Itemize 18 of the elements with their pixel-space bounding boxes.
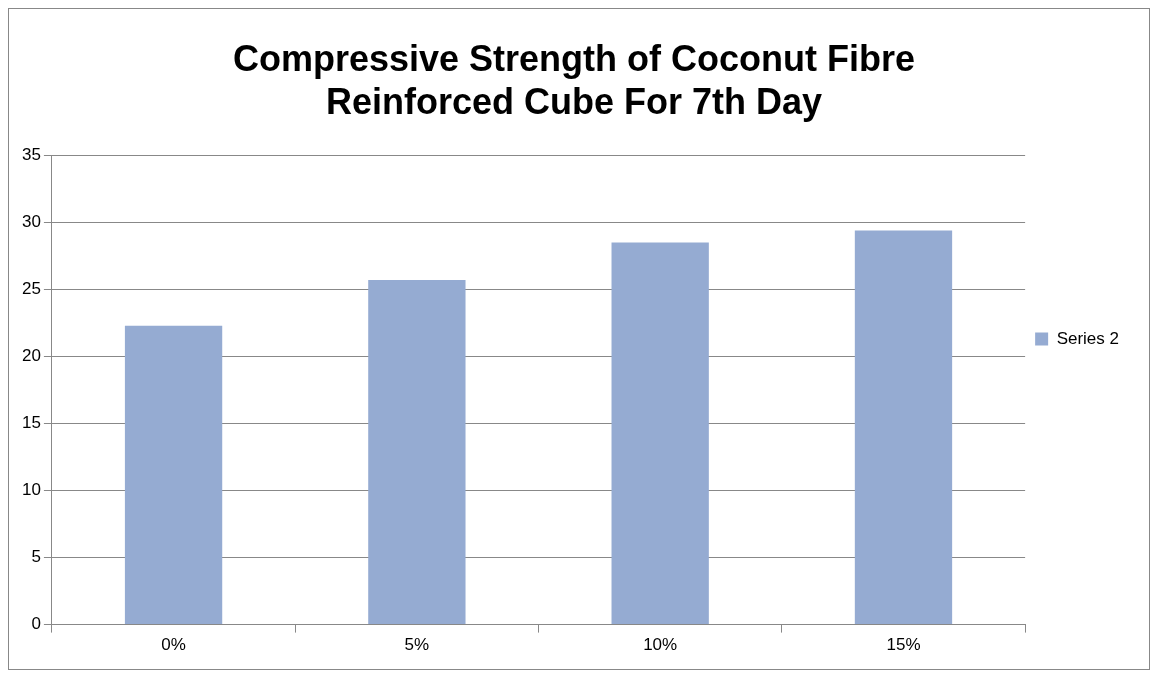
y-tick-label: 0 — [31, 614, 41, 634]
x-tick-label: 5% — [404, 635, 430, 655]
bar — [854, 230, 953, 625]
y-tick-label: 15 — [21, 413, 41, 433]
legend-label: Series 2 — [1056, 328, 1120, 348]
x-tick-label: 10% — [643, 635, 678, 655]
y-tick-label: 10 — [21, 480, 41, 500]
x-tick-label: 15% — [886, 635, 921, 655]
bar — [368, 280, 466, 625]
x-tick-label: 0% — [161, 635, 186, 655]
chart-title: Compressive Strength of Coconut Fibre Reinforced Cube For 7th Day — [232, 37, 916, 122]
y-tick-label: 20 — [21, 346, 41, 366]
y-tick-label: 25 — [21, 279, 41, 299]
bar — [611, 242, 709, 625]
y-tick-label: 35 — [21, 145, 41, 165]
bar — [124, 325, 223, 625]
y-tick-label: 5 — [31, 547, 41, 567]
y-tick-label: 30 — [21, 212, 41, 232]
